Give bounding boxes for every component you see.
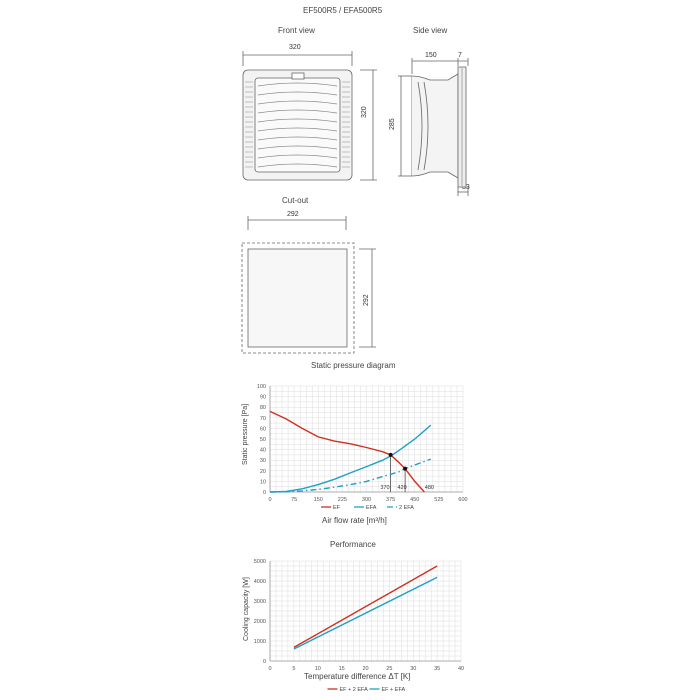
series-line-efa <box>269 424 432 493</box>
front-view-title: Front view <box>278 26 315 35</box>
pressure-chart-title: Static pressure diagram <box>311 361 396 370</box>
x-tick-label: 0 <box>268 666 271 672</box>
y-tick-label: 60 <box>260 426 266 432</box>
pressure-x-axis-label: Air flow rate [m³/h] <box>322 516 387 525</box>
axis-annotation: 480 <box>425 485 434 491</box>
side-bottom-label: 33 <box>462 184 470 191</box>
cutout-width-label: 292 <box>287 211 299 218</box>
front-view-drawing <box>242 51 377 181</box>
document-title: EF500R5 / EFA500R5 <box>303 6 383 15</box>
x-tick-label: 450 <box>410 497 419 503</box>
y-tick-label: 30 <box>260 458 266 464</box>
x-tick-label: 30 <box>410 666 416 672</box>
side-view-drawing <box>398 58 469 196</box>
y-tick-label: 0 <box>263 490 266 496</box>
x-tick-label: 600 <box>458 497 467 503</box>
legend-label: EF <box>333 505 341 511</box>
y-tick-label: 10 <box>260 479 266 485</box>
x-tick-label: 225 <box>338 497 347 503</box>
y-tick-label: 3000 <box>254 599 266 605</box>
pressure-y-axis-label: Static pressure [Pa] <box>242 403 249 465</box>
front-width-label: 320 <box>289 44 301 51</box>
y-tick-label: 20 <box>260 469 266 475</box>
performance-chart-title: Performance <box>330 540 376 549</box>
y-tick-label: 5000 <box>254 559 266 565</box>
x-tick-label: 0 <box>268 497 271 503</box>
series-line-ef-2-efa <box>293 565 438 649</box>
cutout-title: Cut-out <box>282 196 309 205</box>
intersection-point <box>388 452 393 457</box>
x-tick-label: 75 <box>291 497 297 503</box>
x-tick-label: 35 <box>434 666 440 672</box>
legend-label: EF + 2 EFA <box>340 687 369 693</box>
x-tick-label: 375 <box>386 497 395 503</box>
y-tick-label: 2000 <box>254 619 266 625</box>
y-tick-label: 90 <box>260 395 266 401</box>
series-line-ef <box>269 410 425 493</box>
x-tick-label: 525 <box>434 497 443 503</box>
axis-annotation: 370 <box>380 485 389 491</box>
performance-x-axis-label: Temperature difference ΔT [K] <box>304 672 411 681</box>
x-tick-label: 300 <box>362 497 371 503</box>
series-line-2-efa <box>269 458 432 493</box>
technical-drawings <box>241 51 469 354</box>
intersection-point <box>403 466 408 471</box>
y-tick-label: 4000 <box>254 579 266 585</box>
y-tick-label: 80 <box>260 405 266 411</box>
x-tick-label: 40 <box>458 666 464 672</box>
cutout-drawing <box>241 216 376 354</box>
legend-label: 2 EFA <box>399 505 414 511</box>
y-tick-label: 40 <box>260 448 266 454</box>
x-tick-label: 150 <box>314 497 323 503</box>
y-tick-label: 100 <box>257 384 266 390</box>
legend-label: EF + EFA <box>382 687 406 693</box>
legend-label: EFA <box>366 505 377 511</box>
side-view-title: Side view <box>413 26 448 35</box>
performance-y-axis-label: Cooling capacity [W] <box>243 577 250 641</box>
x-tick-label: 5 <box>292 666 295 672</box>
series-line-ef-efa <box>293 576 438 650</box>
axis-annotation: 420 <box>398 485 407 491</box>
y-tick-label: 70 <box>260 416 266 422</box>
side-depth-label: 150 <box>425 52 437 59</box>
side-flange-label: 7 <box>458 52 462 59</box>
y-tick-label: 50 <box>260 437 266 443</box>
y-tick-label: 0 <box>263 659 266 665</box>
y-tick-label: 1000 <box>254 639 266 645</box>
